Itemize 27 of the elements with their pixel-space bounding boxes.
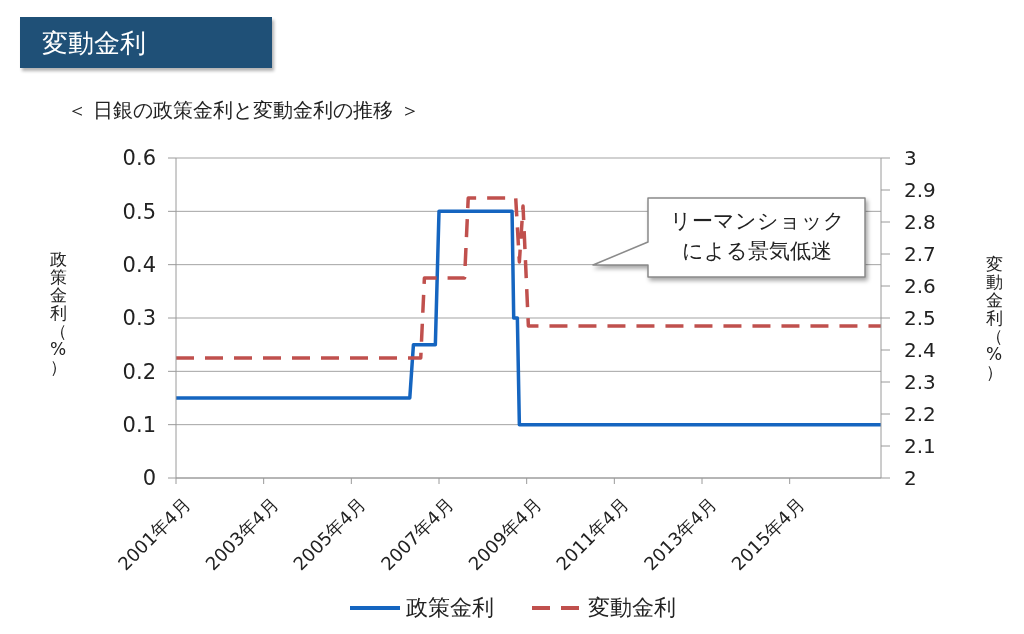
y-tick-label: 0.1 bbox=[122, 413, 156, 438]
y-tick-label: 0.3 bbox=[122, 306, 156, 331]
y-tick-label: 0.2 bbox=[122, 359, 156, 384]
y-tick-label: 0.6 bbox=[122, 146, 156, 171]
y2-tick-label: 2.7 bbox=[904, 242, 936, 267]
y2-tick-label: 2.6 bbox=[904, 274, 936, 299]
line-series bbox=[176, 196, 881, 360]
y2-tick-label: 3 bbox=[904, 146, 917, 171]
line-series bbox=[176, 209, 881, 427]
legend-label: 政策金利 bbox=[406, 594, 494, 622]
chart-subtitle: ＜ 日銀の政策金利と変動金利の推移 ＞ bbox=[67, 98, 420, 122]
y2-tick-label: 2.8 bbox=[904, 210, 936, 235]
legend-label: 変動金利 bbox=[588, 594, 676, 622]
y2-axis-title: 変動金利（%） bbox=[984, 254, 1004, 382]
y2-tick-label: 2.2 bbox=[904, 402, 936, 427]
y-axis-title: 政策金利（%） bbox=[48, 249, 68, 377]
chart-title: 変動金利 bbox=[42, 28, 146, 58]
y2-tick-label: 2.3 bbox=[904, 370, 936, 395]
y-tick-label: 0.4 bbox=[122, 253, 156, 278]
y2-tick-label: 2 bbox=[904, 466, 917, 491]
y2-tick-label: 2.5 bbox=[904, 306, 936, 331]
y2-tick-label: 2.9 bbox=[904, 178, 936, 203]
y2-tick-label: 2.4 bbox=[904, 338, 936, 363]
y2-tick-label: 2.1 bbox=[904, 434, 936, 459]
y-tick-label: 0 bbox=[142, 466, 156, 491]
y-tick-label: 0.5 bbox=[122, 199, 156, 224]
annotation: リーマンショックによる景気低迷 bbox=[668, 208, 846, 265]
